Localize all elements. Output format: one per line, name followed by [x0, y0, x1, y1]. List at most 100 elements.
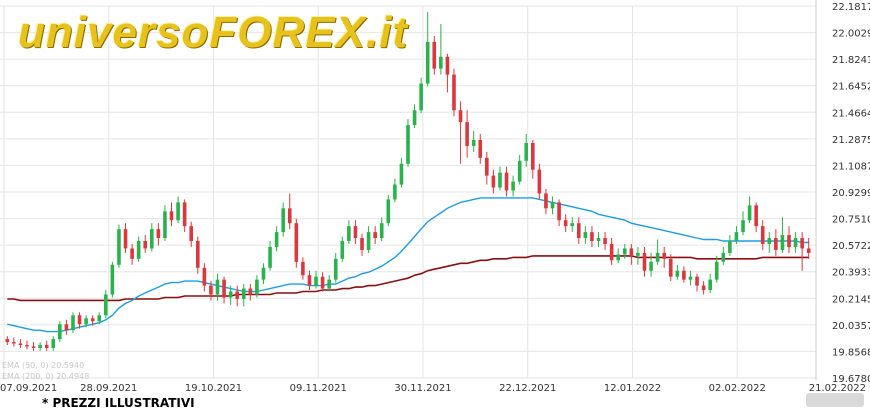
x-tick-label: 30.11.2021	[394, 383, 451, 394]
candle-up	[268, 241, 272, 271]
candle-down	[182, 199, 187, 233]
candle-down	[682, 266, 686, 283]
candle-down	[760, 220, 765, 250]
candle-down	[642, 246, 647, 277]
candle-up	[399, 157, 404, 188]
y-tick-label: 20.5722	[832, 241, 870, 252]
candle-up	[58, 321, 62, 343]
candle-up	[425, 12, 430, 87]
candle-up	[412, 104, 417, 129]
candle-up	[583, 226, 588, 244]
candle-up	[728, 235, 732, 256]
candle-down	[485, 151, 489, 185]
candle-down	[695, 273, 699, 292]
candle-down	[537, 163, 542, 200]
ema-lines	[7, 197, 809, 333]
y-tick-label: 19.8568	[832, 347, 870, 358]
candle-down	[806, 238, 811, 259]
candle-down	[445, 53, 450, 93]
candle-up	[655, 239, 660, 265]
candle-down	[373, 226, 377, 244]
candle-up	[419, 77, 423, 114]
candle-up	[393, 178, 397, 203]
candle-up	[550, 196, 555, 215]
candle-down	[452, 68, 456, 117]
y-axis-ticks: 22.1817 22.0029 21.8241 21.6452 21.4664 21.28…	[832, 2, 870, 385]
candle-up	[274, 226, 279, 252]
candle-up	[215, 273, 220, 301]
candle-up	[636, 246, 640, 265]
candle-down	[294, 218, 299, 268]
candle-down	[603, 232, 607, 250]
candle-down	[123, 223, 128, 253]
candle-up	[104, 290, 108, 319]
candle-down	[25, 340, 29, 350]
candle-down	[458, 101, 463, 164]
candle-down	[301, 257, 305, 280]
candle-down	[800, 232, 804, 271]
candle-down	[590, 226, 594, 247]
x-axis-ticks: 07.09.2021 28.09.2021 19.10.2021 09.11.2021…	[0, 383, 866, 394]
candle-down	[754, 202, 758, 233]
candle-up	[767, 232, 772, 253]
y-tick-label: 21.4664	[832, 108, 870, 119]
y-tick-label: 21.6452	[832, 82, 870, 93]
candle-up	[511, 175, 515, 197]
legend-ema-fast: EMA (50, 0) 20.5940	[2, 361, 85, 370]
candle-up	[616, 248, 621, 264]
candle-up	[675, 264, 680, 280]
candle-up	[97, 312, 102, 325]
corner-logo-icon	[806, 393, 864, 407]
y-tick-label: 21.2875	[832, 135, 870, 146]
candle-up	[314, 270, 318, 289]
candle-up	[649, 252, 653, 277]
x-tick-label: 22.12.2021	[499, 383, 556, 394]
watermark-logo: universoFOREX.it	[18, 8, 409, 57]
candle-down	[90, 315, 95, 326]
x-tick-label: 12.01.2022	[604, 383, 661, 394]
candle-down	[504, 166, 509, 197]
candle-down	[202, 263, 207, 292]
candle-up	[149, 223, 154, 252]
x-tick-label: 19.10.2021	[185, 383, 242, 394]
candle-up	[51, 336, 56, 351]
candle-up	[622, 243, 627, 259]
candlesticks	[5, 12, 811, 351]
x-tick-label: 21.02.2022	[809, 383, 866, 394]
candle-down	[143, 235, 148, 253]
x-tick-label: 09.11.2021	[290, 383, 347, 394]
candle-up	[524, 134, 529, 167]
candle-up	[84, 315, 88, 328]
candle-down	[662, 246, 667, 268]
candle-down	[156, 223, 161, 246]
y-tick-label: 20.9299	[832, 188, 870, 199]
y-tick-label: 20.2145	[832, 294, 870, 305]
candle-up	[747, 196, 752, 224]
candle-down	[44, 340, 49, 351]
candle-up	[38, 342, 42, 351]
candle-up	[241, 284, 246, 307]
candle-down	[169, 202, 174, 227]
candle-down	[701, 281, 706, 295]
candle-up	[406, 119, 410, 167]
candle-down	[609, 238, 614, 265]
candle-down	[465, 110, 469, 158]
candle-down	[668, 254, 673, 282]
candle-up	[517, 154, 522, 185]
candle-up	[596, 232, 601, 247]
candle-up	[333, 252, 338, 283]
indicator-legend: EMA (50, 0) 20.5940 EMA (200, 0) 20.4948	[2, 360, 89, 382]
candle-down	[629, 243, 634, 265]
y-tick-label: 21.1087	[832, 161, 870, 172]
candle-up	[366, 226, 371, 253]
candle-down	[491, 169, 496, 194]
candle-up	[471, 131, 476, 152]
candle-down	[531, 139, 535, 179]
candle-down	[12, 337, 16, 347]
candle-down	[557, 199, 561, 227]
candle-down	[360, 233, 364, 256]
candle-up	[570, 217, 575, 233]
candle-down	[195, 236, 200, 274]
